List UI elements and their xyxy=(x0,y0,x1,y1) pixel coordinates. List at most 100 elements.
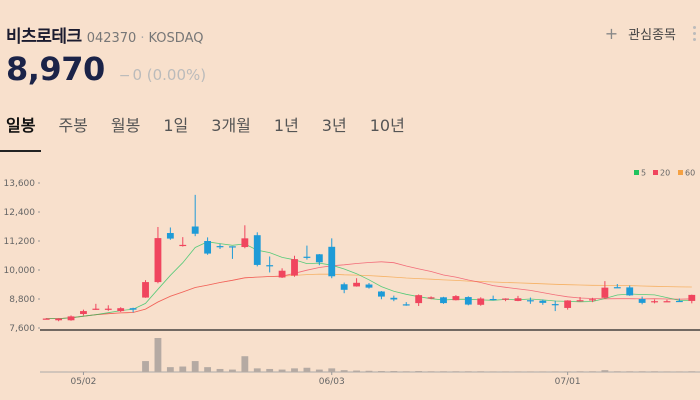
candle[interactable] xyxy=(266,256,274,273)
candle[interactable] xyxy=(303,245,311,260)
candle[interactable] xyxy=(688,294,696,304)
candle[interactable] xyxy=(589,297,596,303)
candle[interactable] xyxy=(67,315,75,321)
candle[interactable] xyxy=(55,318,63,322)
candle[interactable] xyxy=(663,299,671,303)
candle[interactable] xyxy=(440,296,447,304)
candle-body xyxy=(179,244,187,247)
tab-monthly[interactable]: 월봉 xyxy=(110,116,141,135)
candle[interactable] xyxy=(154,226,162,284)
candle-body xyxy=(651,301,658,303)
candle[interactable] xyxy=(191,194,199,237)
stock-code: 042370 xyxy=(86,31,137,46)
tab-1day[interactable]: 1일 xyxy=(163,116,189,135)
tab-weekly[interactable]: 주봉 xyxy=(58,116,88,135)
candle[interactable] xyxy=(626,285,634,296)
volume-bar xyxy=(514,371,522,372)
candle[interactable] xyxy=(129,307,137,313)
watchlist-button[interactable]: + 관심종목 xyxy=(605,24,676,43)
candle[interactable] xyxy=(675,298,683,303)
candle-body xyxy=(142,282,149,298)
candle[interactable] xyxy=(651,299,658,304)
candle-body xyxy=(328,246,336,277)
more-options-icon[interactable] xyxy=(693,26,697,44)
candle[interactable] xyxy=(452,295,460,301)
candle-body xyxy=(589,299,596,301)
volume-bar xyxy=(266,368,274,372)
candle[interactable] xyxy=(551,300,559,312)
current-price: 8,970 xyxy=(6,50,105,88)
tab-3month[interactable]: 3개월 xyxy=(211,116,251,135)
candle[interactable] xyxy=(117,307,125,313)
tab-daily[interactable]: 일봉 xyxy=(0,112,42,152)
candle[interactable] xyxy=(539,299,547,305)
tab-10year[interactable]: 10년 xyxy=(369,116,405,135)
candle-body xyxy=(514,298,522,301)
candle[interactable] xyxy=(378,291,385,300)
volume-bar xyxy=(315,369,323,372)
candle-body xyxy=(303,256,311,258)
volume-bar xyxy=(142,361,149,372)
legend-label: 5 xyxy=(641,169,646,178)
candle[interactable] xyxy=(291,255,298,277)
volume-bar xyxy=(576,371,584,372)
candle[interactable] xyxy=(502,298,509,302)
candle[interactable] xyxy=(353,278,360,287)
candle[interactable] xyxy=(526,297,534,304)
candle[interactable] xyxy=(278,268,286,278)
y-tick-label: 10,000 xyxy=(4,266,36,276)
candle[interactable] xyxy=(216,243,224,249)
candle[interactable] xyxy=(613,284,621,289)
candle-body xyxy=(539,300,547,303)
candle[interactable] xyxy=(477,297,485,306)
separator-dot: · xyxy=(140,31,145,46)
candle[interactable] xyxy=(229,246,236,259)
candle[interactable] xyxy=(166,227,174,240)
candle[interactable] xyxy=(104,305,112,311)
candle-body xyxy=(688,294,696,301)
candle[interactable] xyxy=(179,237,187,247)
candle[interactable] xyxy=(576,297,584,302)
candle[interactable] xyxy=(402,302,410,306)
stock-chart[interactable]: 7,600 8,800 10,000 11,200 12,400 13,600 05/02 0… xyxy=(0,160,700,400)
candle-body xyxy=(216,246,224,248)
candle[interactable] xyxy=(514,295,522,302)
candle[interactable] xyxy=(315,254,323,266)
stock-title-row: 비츠로테크 042370 · KOSDAQ xyxy=(6,22,203,47)
candle[interactable] xyxy=(253,232,261,267)
candle-body xyxy=(551,304,559,306)
candle-body xyxy=(415,295,423,304)
candle[interactable] xyxy=(464,296,472,306)
volume-bar xyxy=(328,368,336,372)
tab-3year[interactable]: 3년 xyxy=(321,116,347,135)
period-tabs: 일봉 주봉 월봉 1일 3개월 1년 3년 10년 xyxy=(0,112,422,152)
candle[interactable] xyxy=(390,295,398,302)
candle[interactable] xyxy=(564,300,572,310)
candle[interactable] xyxy=(340,282,348,294)
candle-body xyxy=(291,259,298,276)
candle[interactable] xyxy=(489,295,497,301)
candle-body xyxy=(117,308,125,312)
volume-bar xyxy=(613,371,621,372)
candle-body xyxy=(129,308,137,310)
tab-1year[interactable]: 1년 xyxy=(273,116,299,135)
candle[interactable] xyxy=(92,303,100,310)
candle[interactable] xyxy=(638,296,646,305)
candle[interactable] xyxy=(241,225,249,249)
candle[interactable] xyxy=(204,237,212,255)
candle[interactable] xyxy=(365,283,373,289)
candle[interactable] xyxy=(415,294,423,307)
candle-body xyxy=(154,238,162,283)
stock-name[interactable]: 비츠로테크 xyxy=(6,27,82,47)
volume-bar xyxy=(663,371,671,372)
candle-body xyxy=(315,254,323,263)
candle[interactable] xyxy=(80,309,87,316)
candle-body xyxy=(166,233,174,239)
candle-body xyxy=(42,318,50,320)
candle[interactable] xyxy=(427,296,435,300)
candle[interactable] xyxy=(601,281,609,299)
candle[interactable] xyxy=(142,280,149,298)
candle[interactable] xyxy=(42,318,50,320)
candle[interactable] xyxy=(328,238,336,279)
volume-bar xyxy=(378,371,385,372)
